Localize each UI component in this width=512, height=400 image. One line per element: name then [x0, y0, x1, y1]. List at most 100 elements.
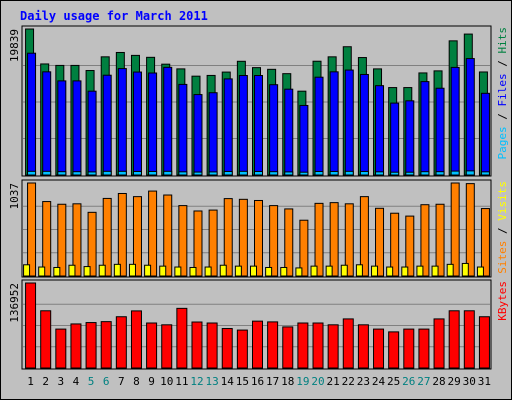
- bar-kbytes-day-2: [40, 310, 52, 369]
- bar-kbytes-day-29: [448, 310, 460, 369]
- bar-files-day-30: [465, 58, 475, 176]
- bar-files-day-26: [405, 100, 415, 176]
- bar-files-day-8: [132, 71, 142, 176]
- bar-visits-day-12: [193, 210, 203, 277]
- bar-kbytes-day-12: [191, 321, 203, 369]
- bar-visits-day-13: [208, 209, 218, 277]
- bar-visits-day-28: [435, 203, 445, 277]
- bar-kbytes-day-14: [221, 328, 233, 369]
- bar-pages-day-5: [87, 171, 97, 176]
- bar-files-day-22: [344, 69, 354, 176]
- x-tick-label-day-19: 19: [296, 375, 309, 388]
- bar-sites-day-27: [416, 265, 424, 277]
- bar-sites-day-25: [386, 266, 394, 277]
- bar-visits-day-26: [405, 215, 415, 277]
- bar-sites-day-1: [23, 264, 31, 277]
- bar-kbytes-day-9: [146, 322, 158, 369]
- panel-traffic-legend: Pages / Files / Hits: [496, 27, 509, 160]
- bar-visits-day-18: [284, 208, 294, 277]
- bar-visits-day-30: [465, 183, 475, 277]
- bar-sites-day-15: [234, 265, 242, 277]
- bar-pages-day-22: [344, 170, 354, 176]
- bar-sites-day-6: [98, 264, 106, 277]
- legend-entry: KBytes: [496, 281, 509, 321]
- x-tick-label-day-12: 12: [190, 375, 203, 388]
- bar-files-day-1: [27, 52, 37, 176]
- bar-sites-day-16: [250, 265, 257, 277]
- bar-visits-day-17: [269, 205, 279, 277]
- bar-pages-day-15: [238, 170, 248, 176]
- bar-visits-day-20: [314, 202, 324, 277]
- bar-visits-day-10: [163, 194, 173, 277]
- bar-kbytes-day-30: [463, 310, 475, 369]
- panel-traffic-max-label: 19839: [8, 29, 21, 62]
- bar-sites-day-20: [310, 265, 318, 277]
- bar-files-day-27: [420, 81, 430, 176]
- bar-pages-day-18: [284, 171, 294, 176]
- bar-visits-day-16: [254, 199, 263, 277]
- x-tick-label-day-9: 9: [148, 375, 155, 388]
- x-tick-label-day-1: 1: [27, 375, 34, 388]
- bar-kbytes-day-17: [267, 321, 279, 369]
- bar-pages-day-9: [148, 170, 158, 176]
- bar-kbytes-day-1: [25, 282, 37, 369]
- bar-pages-day-7: [117, 170, 127, 176]
- x-tick-label-day-29: 29: [448, 375, 461, 388]
- bar-visits-day-1: [27, 182, 37, 277]
- bar-pages-day-30: [465, 170, 475, 176]
- bar-pages-day-27: [420, 171, 430, 176]
- bar-files-day-24: [375, 85, 385, 176]
- x-tick-label-day-31: 31: [478, 375, 491, 388]
- x-tick-label-day-26: 26: [402, 375, 415, 388]
- bar-sites-day-18: [280, 266, 288, 277]
- bar-pages-day-23: [359, 170, 369, 176]
- bar-pages-day-25: [390, 171, 400, 176]
- bar-pages-day-24: [375, 171, 385, 176]
- x-tick-label-day-2: 2: [42, 375, 49, 388]
- bar-files-day-17: [269, 84, 279, 176]
- bar-visits-day-7: [117, 192, 127, 277]
- legend-entry: Sites: [496, 241, 509, 274]
- bar-sites-day-24: [371, 265, 379, 277]
- bar-sites-day-10: [159, 265, 167, 277]
- bar-sites-day-19: [295, 267, 303, 277]
- panel-visits-max-label: 1037: [8, 183, 21, 210]
- bar-pages-day-6: [102, 170, 112, 176]
- bar-files-day-29: [450, 66, 460, 176]
- bar-visits-day-31: [480, 208, 490, 277]
- panel-kbytes-legend: KBytes: [496, 281, 509, 321]
- bar-visits-day-24: [375, 207, 385, 277]
- legend-entry: /: [496, 54, 509, 74]
- bar-pages-day-10: [163, 170, 173, 176]
- bar-sites-day-3: [53, 266, 61, 277]
- x-tick-label-day-13: 13: [205, 375, 218, 388]
- bar-pages-day-17: [269, 171, 279, 176]
- chart-title: Daily usage for March 2011: [20, 9, 208, 23]
- bar-files-day-28: [435, 87, 445, 176]
- bar-pages-day-11: [178, 171, 188, 176]
- bar-sites-day-7: [113, 263, 121, 277]
- bar-pages-day-4: [72, 171, 82, 176]
- bar-kbytes-day-25: [388, 331, 400, 369]
- bar-visits-day-23: [359, 196, 369, 277]
- x-tick-label-day-21: 21: [327, 375, 340, 388]
- bar-pages-day-26: [405, 171, 415, 176]
- bar-kbytes-day-6: [100, 321, 112, 369]
- bar-visits-day-27: [420, 204, 430, 277]
- bar-sites-day-2: [38, 266, 46, 277]
- bar-files-day-19: [299, 104, 309, 176]
- bar-visits-day-6: [102, 197, 112, 277]
- bar-visits-day-2: [42, 201, 52, 277]
- bar-pages-day-31: [480, 171, 490, 176]
- x-tick-label-day-28: 28: [432, 375, 445, 388]
- bar-sites-day-31: [476, 266, 484, 277]
- bar-files-day-13: [208, 92, 218, 176]
- x-tick-label-day-24: 24: [372, 375, 386, 388]
- bar-pages-day-3: [57, 171, 67, 176]
- bar-pages-day-29: [450, 170, 460, 176]
- bar-kbytes-day-8: [130, 310, 142, 369]
- x-tick-label-day-7: 7: [118, 375, 125, 388]
- bar-pages-day-21: [329, 170, 339, 176]
- bar-files-day-21: [329, 71, 339, 176]
